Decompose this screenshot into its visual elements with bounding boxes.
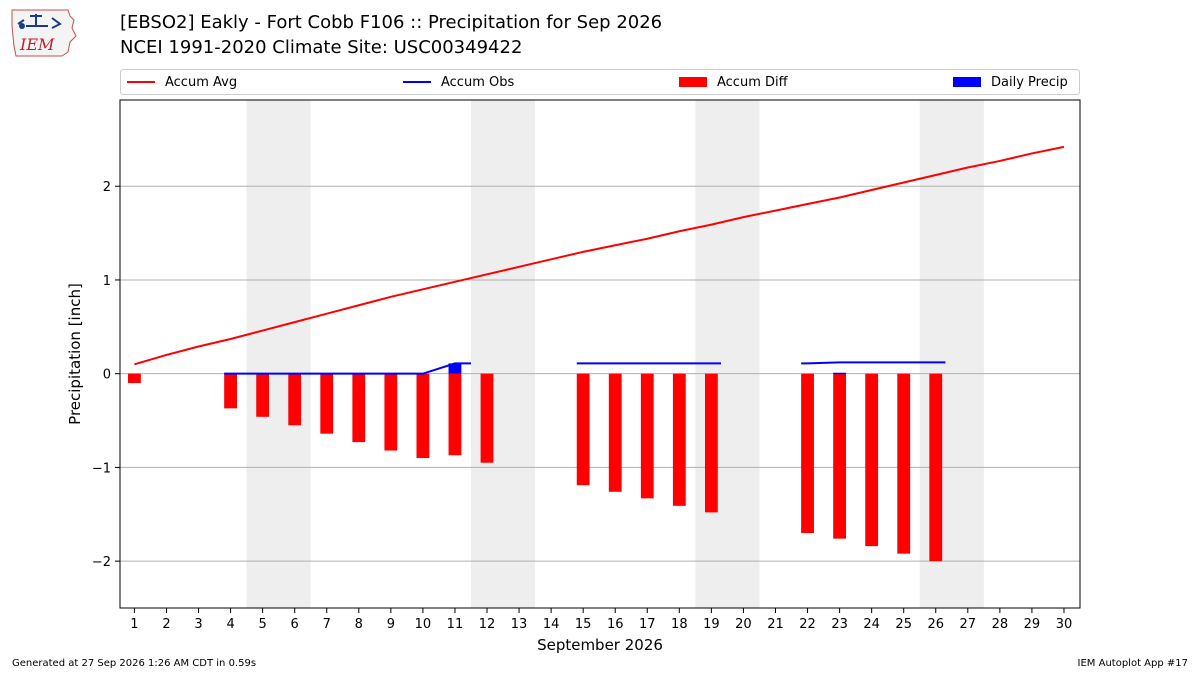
x-tick-label: 25 — [895, 617, 912, 632]
x-tick-label: 14 — [543, 617, 560, 632]
accum-diff-bar — [448, 373, 462, 456]
accum-obs-line — [224, 362, 471, 375]
y-tick-label: −2 — [92, 555, 111, 570]
bars — [128, 363, 943, 562]
x-tick-label: 20 — [735, 617, 752, 632]
accum-diff-bar — [416, 373, 430, 459]
x-tick-label: 11 — [447, 617, 464, 632]
iem-logo: IEM — [11, 9, 77, 57]
accum-diff-bar — [288, 373, 302, 426]
x-tick-label: 19 — [703, 617, 720, 632]
legend: Accum Avg Accum Obs Accum Diff Daily Pre… — [120, 69, 1080, 95]
x-tick-label: 10 — [415, 617, 432, 632]
accum-diff-bar — [480, 373, 494, 463]
y-tick-label: 1 — [103, 274, 111, 289]
legend-label-accum-avg: Accum Avg — [165, 74, 238, 90]
x-tick-label: 30 — [1056, 617, 1073, 632]
accum-avg-line — [134, 145, 1065, 366]
legend-swatch-accum-obs — [403, 81, 431, 83]
accum-diff-bar — [384, 373, 398, 451]
accum-diff-bar — [352, 373, 366, 443]
x-tick-label: 24 — [863, 617, 880, 632]
x-tick-label: 27 — [960, 617, 977, 632]
accum-obs-line — [801, 361, 946, 365]
weather-station-icon — [17, 14, 62, 29]
x-tick-label: 16 — [607, 617, 624, 632]
accum-diff-bar — [929, 373, 943, 562]
daily-precip-bar — [448, 363, 462, 374]
x-tick-label: 18 — [671, 617, 688, 632]
accum-diff-bar — [833, 373, 847, 539]
legend-label-daily-precip: Daily Precip — [991, 74, 1068, 90]
x-axis-label: September 2026 — [537, 636, 663, 654]
accum-diff-bar — [256, 373, 270, 417]
accum-diff-bar — [320, 373, 334, 434]
accum-diff-bar — [704, 373, 718, 513]
x-tick-label: 15 — [575, 617, 592, 632]
daily-precip-bar — [833, 372, 847, 375]
x-tick-label: 1 — [130, 617, 138, 632]
y-axis-label: Precipitation [inch] — [66, 283, 84, 425]
x-tick-label: 28 — [992, 617, 1009, 632]
legend-swatch-accum-avg — [127, 81, 155, 83]
x-tick-label: 17 — [639, 617, 656, 632]
accum-diff-bar — [576, 373, 590, 486]
legend-item-daily-precip: Daily Precip — [953, 70, 1068, 94]
accum-diff-bar — [865, 373, 879, 547]
y-tick-label: 0 — [103, 368, 111, 383]
x-tick-label: 7 — [323, 617, 331, 632]
x-tick-label: 6 — [291, 617, 299, 632]
legend-item-accum-diff: Accum Diff — [679, 70, 788, 94]
x-tick-label: 21 — [767, 617, 784, 632]
legend-swatch-daily-precip — [953, 77, 981, 87]
x-tick-label: 8 — [355, 617, 363, 632]
x-tick-label: 4 — [226, 617, 234, 632]
iowa-outline-icon — [11, 9, 77, 57]
weekend-shading — [246, 100, 984, 608]
accum-diff-bar — [897, 373, 911, 554]
chart-title: [EBSO2] Eakly - Fort Cobb F106 :: Precip… — [120, 12, 663, 33]
legend-item-accum-obs: Accum Obs — [403, 70, 514, 94]
x-tick-label: 2 — [162, 617, 170, 632]
accum-diff-bar — [640, 373, 654, 499]
x-tick-label: 29 — [1024, 617, 1041, 632]
x-tick-label: 22 — [799, 617, 816, 632]
lines — [134, 145, 1065, 375]
weekend-shade — [246, 100, 311, 608]
x-tick-label: 3 — [194, 617, 202, 632]
weekend-shade — [470, 100, 536, 608]
legend-label-accum-diff: Accum Diff — [717, 74, 788, 90]
x-tick-label: 5 — [258, 617, 266, 632]
x-tick-label: 23 — [831, 617, 848, 632]
accum-diff-bar — [672, 373, 686, 506]
footer-app: IEM Autoplot App #17 — [1077, 658, 1188, 669]
x-tick-label: 12 — [479, 617, 496, 632]
legend-item-accum-avg: Accum Avg — [127, 70, 237, 94]
logo-text: IEM — [19, 35, 55, 54]
accum-diff-bar — [801, 373, 814, 534]
legend-swatch-accum-diff — [679, 77, 707, 87]
legend-label-accum-obs: Accum Obs — [441, 74, 515, 90]
x-tick-label: 26 — [927, 617, 944, 632]
plot-frame — [119, 99, 1081, 609]
accum-diff-bar — [224, 373, 237, 409]
y-tick-label: −1 — [92, 461, 111, 476]
x-tick-label: 9 — [387, 617, 395, 632]
chart-subtitle: NCEI 1991-2020 Climate Site: USC00349422 — [120, 37, 523, 58]
accum-diff-bar — [608, 373, 622, 492]
x-tick-label: 13 — [511, 617, 528, 632]
footer-generated: Generated at 27 Sep 2026 1:26 AM CDT in … — [12, 658, 257, 669]
weekend-shade — [695, 100, 760, 608]
y-tick-label: 2 — [103, 180, 111, 195]
accum-diff-bar — [128, 373, 141, 384]
